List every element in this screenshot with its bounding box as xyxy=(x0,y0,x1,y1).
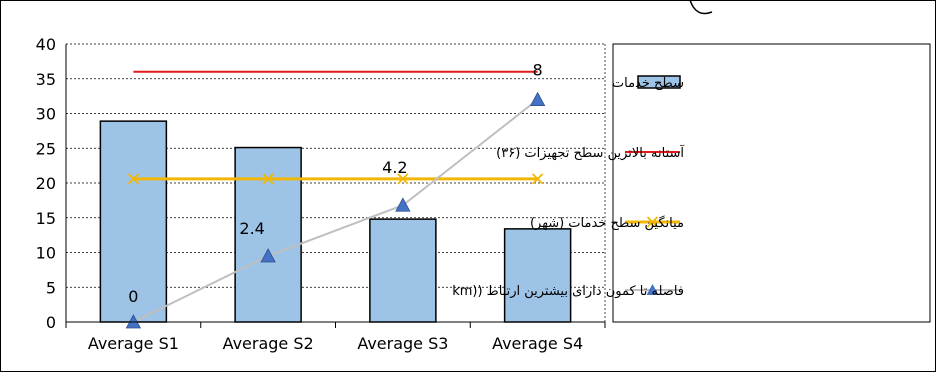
legend-label: سطح خدمات xyxy=(612,76,684,91)
legend-entry: آستانه بالاترین سطح تجهیزات (۳۶) xyxy=(496,144,685,161)
axes: 0 5 10 15 20 25 30 35 40 Average S1 Average S2 Aver… xyxy=(36,35,606,353)
y-tick-label: 15 xyxy=(36,209,56,228)
triangle-marker xyxy=(529,91,546,106)
x-marker xyxy=(127,173,140,185)
series-line xyxy=(132,98,539,323)
legend-label: آستانه بالاترین سطح تجهیزات (۳۶) xyxy=(496,144,685,161)
x-marker xyxy=(531,173,544,185)
y-tick-label: 35 xyxy=(36,70,56,89)
legend-label: میانگین سطح خدمات (شهر) xyxy=(530,215,684,231)
y-tick-label: 20 xyxy=(36,174,56,193)
bar xyxy=(503,228,572,323)
y-tick-label: 40 xyxy=(36,35,56,54)
data-label: 0 xyxy=(128,287,138,306)
y-tick-label: 10 xyxy=(36,244,56,263)
data-labels: 0 2.4 4.2 8 xyxy=(128,61,542,306)
data-label: 2.4 xyxy=(239,219,264,238)
bars xyxy=(99,120,572,323)
y-tick-label: 0 xyxy=(46,313,56,332)
top-edge-decoration xyxy=(689,0,713,15)
legend-swatch xyxy=(637,75,681,89)
data-label: 4.2 xyxy=(382,158,407,177)
data-label: 8 xyxy=(533,61,543,80)
triangle-marker xyxy=(395,197,411,212)
x-marker xyxy=(262,173,274,185)
legend-entry: سطح خدمات xyxy=(612,75,684,91)
legend-entry: میانگین سطح خدمات (شهر) xyxy=(530,215,684,231)
legend-label: فاصله تا کمون دارای بیشترین ارتباط ((km xyxy=(452,284,684,299)
triangle-marker xyxy=(260,248,276,263)
series-markers xyxy=(125,91,546,329)
x-tick-label: Average S4 xyxy=(492,334,583,353)
y-tick-label: 5 xyxy=(46,278,56,297)
x-tick-label: Average S2 xyxy=(223,334,314,353)
x-marker xyxy=(397,173,409,185)
y-tick-label: 25 xyxy=(36,139,56,158)
bar xyxy=(369,218,437,323)
legend: سطح خدمات آستانه بالاترین سطح تجهیزات (۳۶… xyxy=(452,43,931,323)
series-lines xyxy=(132,70,539,323)
legend-entry: فاصله تا کمون دارای بیشترین ارتباط ((km xyxy=(452,284,684,299)
legend-box xyxy=(612,43,931,323)
legend-marker xyxy=(646,284,659,295)
y-tick-label: 30 xyxy=(36,105,56,124)
x-tick-label: Average S1 xyxy=(88,334,179,353)
x-tick-label: Average S3 xyxy=(357,334,448,353)
